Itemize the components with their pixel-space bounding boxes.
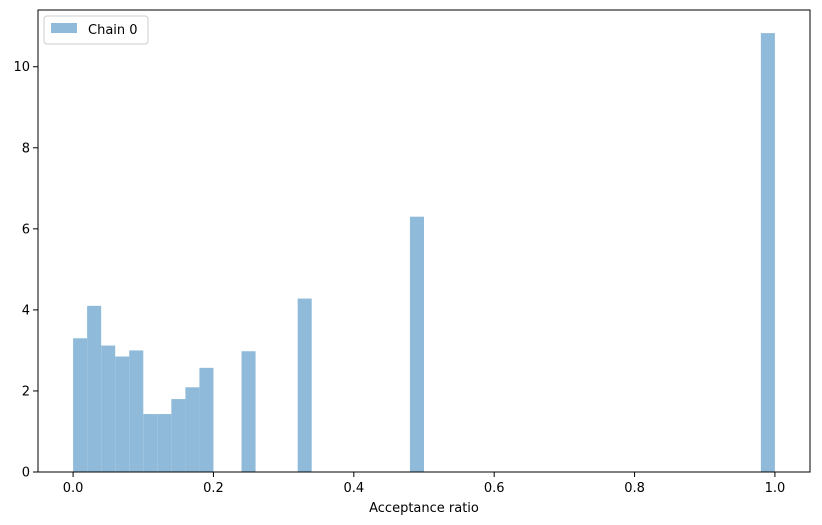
legend-label: Chain 0	[88, 23, 138, 38]
y-tick-label: 2	[22, 384, 30, 399]
histogram-bar	[115, 356, 130, 472]
histogram-bar	[409, 216, 424, 472]
x-axis-title: Acceptance ratio	[369, 501, 479, 516]
x-tick-label: 1.0	[765, 481, 786, 496]
histogram-bar	[73, 338, 88, 472]
histogram-bar	[87, 305, 102, 472]
histogram-bar	[157, 414, 172, 472]
legend: Chain 0	[43, 15, 149, 45]
y-axis-ticks: 0 2 4 6 8 10	[13, 60, 38, 481]
x-axis-ticks: 0.0 0.2 0.4 0.6 0.8 1.0	[63, 472, 786, 496]
histogram-bar	[760, 33, 775, 472]
histogram-bar	[297, 298, 312, 472]
histogram-bar	[171, 399, 186, 472]
histogram-bar	[185, 387, 200, 472]
histogram-bar	[199, 367, 214, 472]
histogram-bar	[241, 351, 256, 472]
histogram-bar	[143, 414, 158, 472]
x-tick-label: 0.6	[484, 481, 505, 496]
x-tick-label: 0.2	[203, 481, 224, 496]
x-tick-label: 0.4	[343, 481, 364, 496]
y-tick-label: 0	[22, 466, 30, 481]
legend-swatch	[51, 23, 77, 33]
x-tick-label: 0.0	[63, 481, 84, 496]
y-tick-label: 8	[22, 141, 30, 156]
y-tick-label: 10	[13, 60, 30, 75]
y-tick-label: 4	[22, 303, 30, 318]
histogram-bar	[101, 345, 116, 472]
y-tick-label: 6	[22, 222, 30, 237]
histogram-bars	[73, 33, 775, 472]
histogram-bar	[129, 350, 144, 472]
plot-frame	[37, 9, 811, 473]
x-tick-label: 0.8	[624, 481, 645, 496]
